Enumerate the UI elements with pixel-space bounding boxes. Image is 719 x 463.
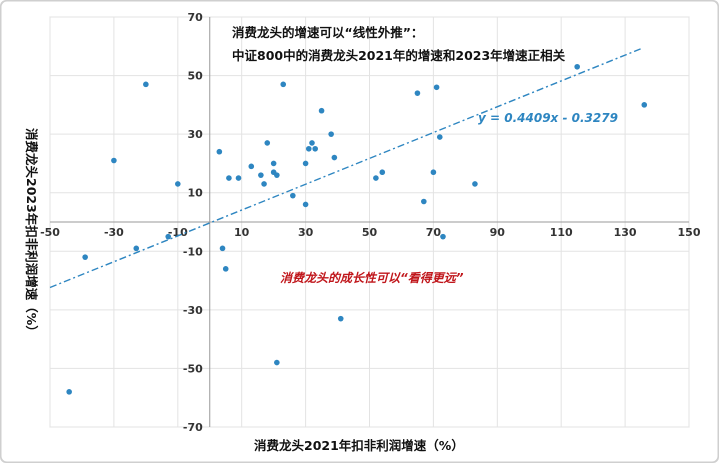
data-point [219, 245, 226, 252]
data-point [258, 172, 264, 178]
axes [50, 17, 689, 427]
y-axis-title: 消费龙头2023年扣非利润增速（%） [24, 128, 39, 338]
data-point [302, 160, 309, 167]
x-tick-label: 150 [678, 226, 701, 239]
data-point [414, 90, 421, 96]
trendline [49, 47, 642, 289]
data-point [290, 192, 296, 199]
y-tick-label: -50 [183, 362, 203, 375]
y-tick-label: 30 [187, 128, 203, 141]
data-point [143, 81, 149, 88]
y-tick-label: -10 [183, 245, 203, 258]
data-point [436, 134, 443, 140]
data-point [472, 181, 478, 187]
data-point [274, 359, 280, 366]
y-tick-label: 70 [187, 11, 203, 24]
data-point [318, 107, 325, 114]
x-tick-label: 30 [298, 226, 314, 239]
data-point [133, 245, 140, 252]
data-point [66, 389, 72, 395]
data-point [421, 198, 427, 205]
data-point [226, 175, 232, 181]
y-tick-label: 50 [187, 70, 203, 83]
x-tick-label: -50 [40, 226, 60, 239]
y-tick-label: -70 [183, 421, 203, 434]
data-point [337, 315, 344, 322]
chart-title-line2: 中证800中的消费龙头2021年的增速和2023年增速正相关 [232, 48, 566, 63]
x-axis-title: 消费龙头2021年扣非利润增速（%） [254, 438, 464, 453]
data-point [270, 160, 277, 167]
data-point [175, 181, 181, 187]
data-point [328, 131, 334, 137]
data-point [111, 157, 117, 164]
data-point [433, 84, 440, 91]
data-point [302, 201, 309, 208]
data-point [235, 175, 242, 181]
data-point [331, 154, 338, 161]
x-tick-label: 130 [614, 226, 637, 239]
x-tick-label: -30 [104, 226, 124, 239]
x-tick-label: 70 [426, 226, 442, 239]
data-point [312, 145, 318, 152]
data-point [641, 102, 648, 108]
data-point [373, 175, 379, 181]
data-point [216, 148, 223, 155]
trendline-equation: y = 0.4409x - 0.3279 [478, 111, 618, 125]
data-point [574, 63, 580, 70]
data-point [379, 169, 386, 176]
y-tick-label: -30 [183, 304, 203, 317]
data-point [430, 169, 437, 176]
x-tick-label: 90 [490, 226, 506, 239]
data-point [309, 140, 315, 146]
chart-title-line1: 消费龙头的增速可以“线性外推”： [232, 25, 423, 40]
x-tick-label: 10 [234, 226, 250, 239]
data-point [82, 254, 88, 260]
data-point [280, 81, 287, 88]
annotation-text: 消费龙头的成长性可以“看得更远” [280, 271, 464, 285]
x-tick-label: 50 [362, 226, 378, 239]
data-point [261, 181, 267, 187]
data-point [248, 163, 255, 170]
x-tick-label: -10 [168, 226, 188, 239]
data-points [66, 63, 648, 395]
y-tick-label: 10 [187, 187, 203, 200]
data-point [222, 266, 229, 272]
x-tick-label: 110 [550, 226, 573, 239]
data-point [264, 140, 271, 146]
data-point [165, 233, 172, 240]
data-point [274, 172, 280, 178]
trendline-group [49, 47, 642, 289]
data-point [440, 233, 446, 240]
data-point [305, 145, 312, 152]
tick-labels: -50 -30 -10 10 30 50 70 90 110 130 150 -70 -50 -30 -10… [40, 11, 701, 434]
